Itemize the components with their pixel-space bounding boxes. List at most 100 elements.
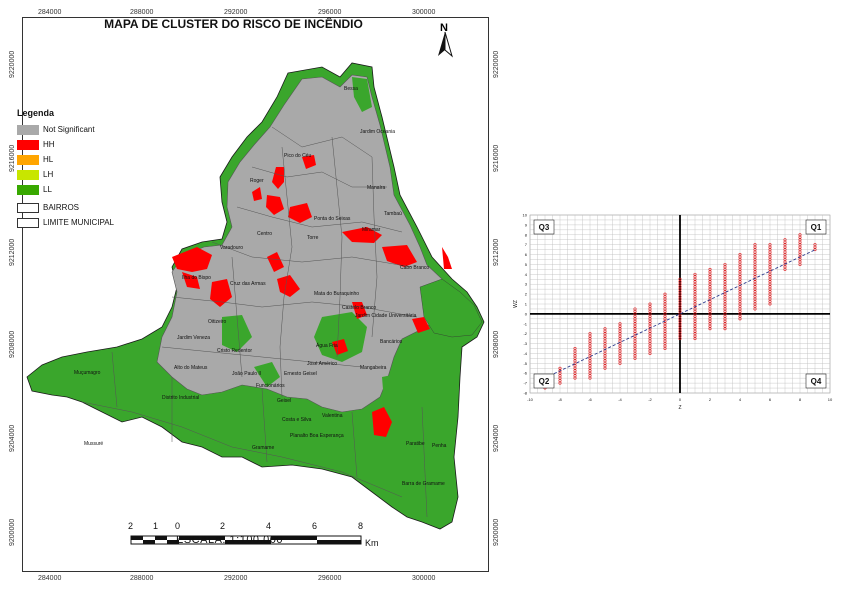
- bairro-label: Muçumagro: [74, 370, 101, 376]
- data-point: [738, 253, 742, 257]
- quadrant-box: [805, 373, 827, 389]
- scale-label: 8: [358, 521, 363, 531]
- legend-swatch: [17, 139, 39, 150]
- legend-swatch: [17, 169, 39, 180]
- x-tick-label: 10: [828, 397, 833, 402]
- legend-label: BAIRROS: [43, 203, 80, 212]
- bairro-label: Bancários: [380, 339, 403, 345]
- data-point: [648, 302, 652, 306]
- scale-label: 2: [128, 521, 133, 531]
- bairro-label: José Américo: [307, 361, 337, 367]
- bairro-label: Mussuré: [84, 441, 103, 447]
- x-tick-label: 6: [769, 397, 772, 402]
- data-point: [753, 243, 757, 247]
- legend-label: Not Significant: [43, 125, 95, 134]
- right-tick: 9216000: [493, 144, 500, 172]
- top-tick: 284000: [38, 9, 62, 16]
- x-tick-label: 2: [709, 397, 712, 402]
- ll-patch: [254, 362, 280, 387]
- scale-label: 4: [266, 521, 271, 531]
- left-tick: 9216000: [9, 144, 16, 172]
- data-point: [798, 233, 802, 237]
- neighborhood-labels: Bessa Jardim Oceania Pico do Céu Manaíra…: [74, 86, 447, 487]
- legend-item: BAIRROS: [17, 200, 137, 215]
- bairro-label: Ponta do Seixas: [314, 216, 351, 222]
- scale-text: ESCALA: 1:100.000: [176, 534, 283, 546]
- data-point: [693, 272, 697, 276]
- legend-item: Not Significant: [17, 122, 137, 137]
- legend-swatch: [17, 184, 39, 195]
- bairro-label: Tambaú: [384, 211, 402, 217]
- legend-swatch: [17, 202, 39, 213]
- y-tick-label: 7: [525, 242, 528, 247]
- bottom-tick: 292000: [224, 575, 248, 582]
- bairro-label: Cruz das Armas: [230, 281, 266, 287]
- y-tick-label: 4: [525, 272, 528, 277]
- y-tick-label: 10: [523, 213, 528, 218]
- legend-item: HL: [17, 152, 137, 167]
- quadrant-label: Q4: [811, 377, 822, 386]
- scale-label: 6: [312, 521, 317, 531]
- bottom-tick: 296000: [318, 575, 342, 582]
- bairro-label: Castelo Branco: [342, 305, 376, 311]
- y-tick-label: 9: [525, 222, 528, 227]
- bottom-tick: 284000: [38, 575, 62, 582]
- bairro-label: Planalto Boa Esperança: [290, 433, 344, 439]
- ll-patch: [222, 315, 252, 352]
- bairro-label: Paratibe: [406, 441, 425, 447]
- quadrant-box: [805, 219, 827, 235]
- scale-label: 0: [175, 521, 180, 531]
- bairro-label: Centro: [257, 231, 272, 237]
- right-tick: 9204000: [493, 424, 500, 452]
- hh-hotspots: [172, 155, 452, 437]
- data-point: [708, 267, 712, 271]
- legend-item: LH: [17, 167, 137, 182]
- legend-item: LIMITE MUNICIPAL: [17, 215, 137, 230]
- right-tick: 9200000: [493, 518, 500, 546]
- bairro-label: Jardim Cidade Universitária: [355, 313, 417, 319]
- legend-label: HH: [43, 140, 55, 149]
- bairro-label: Pico do Céu: [284, 153, 311, 159]
- bairro-label: Miramar: [362, 227, 381, 233]
- bairro-label: Costa e Silva: [282, 417, 312, 423]
- ll-patch: [314, 312, 367, 362]
- bairro-label: Jardim Oceania: [360, 129, 395, 135]
- top-tick: 288000: [130, 9, 154, 16]
- ll-patch: [352, 77, 372, 112]
- x-tick-label: 8: [799, 397, 802, 402]
- x-tick-label: -2: [648, 397, 652, 402]
- data-point: [813, 243, 817, 247]
- quadrant-label: Q1: [811, 223, 822, 232]
- y-tick-label: 3: [525, 282, 528, 287]
- data-point: [678, 277, 682, 281]
- data-point: [663, 292, 667, 296]
- bairro-label: Cristo Redentor: [217, 348, 252, 354]
- x-tick-label: 0: [679, 397, 682, 402]
- legend-label: LIMITE MUNICIPAL: [43, 218, 114, 227]
- left-tick: 9220000: [9, 50, 16, 78]
- bairro-label: Torre: [307, 235, 319, 241]
- data-point: [783, 238, 787, 242]
- ll-patch: [382, 372, 417, 407]
- bairro-label: Ernesto Geisel: [284, 371, 317, 377]
- bairro-label: Alto do Mateus: [174, 365, 208, 371]
- bairro-label: Manaíra: [367, 185, 386, 191]
- moran-scatterplot: -10 -8 -6 -4 -2 0 2 4 6 8 10 -8 -7 -6 -5 -4 -3 -2 -1 0 1 2 3 4 5…: [512, 205, 842, 415]
- legend-label: LH: [43, 170, 54, 179]
- bairro-label: Jardim Veneza: [177, 335, 210, 341]
- bairro-label: Distrito Industrial: [162, 395, 199, 401]
- left-tick: 9204000: [9, 424, 16, 452]
- legend-title: Legenda: [17, 108, 55, 118]
- x-tick-label: -4: [618, 397, 622, 402]
- chart-axes: [530, 215, 830, 393]
- bairro-label: Gramame: [252, 445, 274, 451]
- data-point: [618, 322, 622, 326]
- right-tick: 9208000: [493, 330, 500, 358]
- y-tick-label: 5: [525, 262, 528, 267]
- bottom-tick: 300000: [412, 575, 436, 582]
- municipality-map: Bessa Jardim Oceania Pico do Céu Manaíra…: [26, 62, 485, 530]
- chart-points: [543, 233, 817, 390]
- x-tick-label: -10: [527, 397, 534, 402]
- bairro-label: Bessa: [344, 86, 358, 92]
- legend-item: LL: [17, 182, 137, 197]
